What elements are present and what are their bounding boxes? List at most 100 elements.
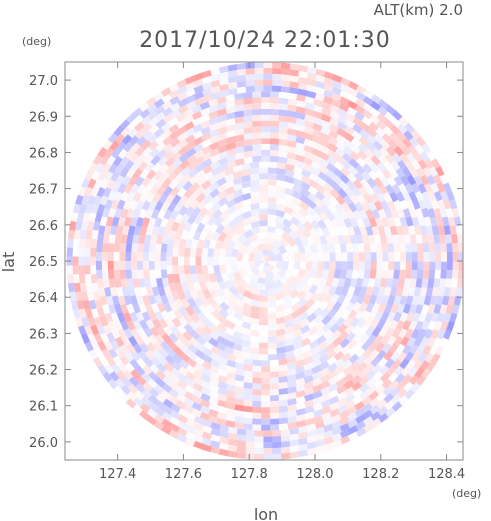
radar-cell (155, 277, 164, 288)
radar-cell (306, 447, 317, 456)
radar-cell (232, 164, 243, 173)
radar-cell (302, 227, 312, 239)
radar-cell (83, 324, 93, 336)
radar-cell (361, 402, 373, 413)
radar-cell (196, 273, 205, 284)
radar-cell (177, 221, 187, 232)
radar-cell (150, 302, 160, 314)
radar-cell (395, 138, 406, 150)
radar-cell (405, 216, 414, 228)
radar-cell (110, 339, 120, 351)
radar-cell (430, 353, 441, 365)
radar-cell (369, 318, 380, 330)
radar-cell (293, 165, 304, 175)
radar-cell (66, 246, 73, 257)
radar-cell (156, 362, 167, 374)
radar-cell (284, 169, 295, 178)
radar-cell (323, 95, 334, 105)
radar-cell (80, 332, 90, 344)
radar-cell (278, 156, 289, 164)
radar-cell (261, 132, 271, 139)
radar-cell (123, 199, 132, 210)
radar-cell (435, 166, 445, 178)
radar-cell (189, 256, 196, 266)
radar-cell (295, 136, 306, 145)
radar-cell (263, 85, 274, 92)
radar-cell (326, 156, 338, 167)
radar-cell (153, 169, 164, 181)
radar-cell (135, 294, 144, 306)
radar-cell (249, 341, 260, 349)
radar-cell (280, 452, 291, 460)
radar-cell (312, 396, 323, 406)
radar-cell (445, 278, 453, 289)
radar-cell (187, 343, 199, 355)
radar-cell (372, 371, 384, 382)
radar-cell (365, 302, 375, 314)
radar-cell (176, 324, 187, 335)
radar-cell (328, 123, 340, 134)
radar-cell (306, 66, 318, 75)
radar-cell (160, 260, 167, 270)
radar-cell (343, 194, 354, 206)
radar-cell (271, 266, 281, 277)
radar-cell (417, 328, 427, 340)
radar-cell (165, 193, 175, 205)
radar-cell (209, 323, 220, 334)
radar-cell (256, 249, 264, 258)
radar-cell (258, 185, 269, 191)
radar-cell (297, 214, 308, 225)
radar-cell (91, 281, 99, 293)
radar-cell (219, 301, 230, 312)
radar-cell (331, 74, 344, 84)
radar-cell (289, 289, 300, 300)
radar-cell (249, 179, 260, 187)
radar-cell (261, 126, 271, 133)
radar-cell (402, 208, 412, 219)
radar-cell (315, 183, 327, 195)
radar-cell (284, 181, 295, 190)
radar-cell (328, 316, 339, 327)
radar-cell (270, 261, 278, 268)
radar-cell (359, 128, 371, 140)
radar-cell (234, 291, 246, 302)
radar-cell (440, 243, 447, 253)
radar-cell (412, 359, 423, 371)
radar-cell (154, 200, 164, 212)
radar-cell (241, 186, 252, 195)
radar-cell (185, 140, 197, 151)
radar-cell (284, 243, 294, 254)
radar-cell (286, 386, 297, 394)
radar-cell (203, 171, 214, 181)
radar-cell (278, 405, 289, 413)
radar-cell (253, 436, 264, 443)
radar-cell (411, 159, 422, 171)
radar-cell (241, 204, 252, 213)
radar-cell (224, 179, 236, 189)
radar-cell (210, 345, 221, 356)
radar-cell (216, 108, 228, 117)
radar-cell (349, 317, 360, 329)
radar-cell (248, 279, 259, 289)
radar-cell (72, 307, 81, 319)
radar-cell (351, 325, 362, 336)
radar-cell (433, 320, 443, 332)
radar-cell (286, 146, 298, 154)
radar-cell (232, 330, 243, 340)
radar-cell (427, 191, 437, 203)
radar-cell (269, 365, 279, 373)
y-tick-label: 26.8 (29, 146, 58, 161)
radar-cell (101, 251, 108, 261)
radar-cell (157, 208, 167, 220)
radar-cell (274, 292, 285, 301)
radar-cell (242, 376, 253, 384)
radar-cell (207, 337, 219, 348)
radar-cell (283, 307, 294, 317)
radar-cell (336, 404, 348, 414)
radar-cell (133, 114, 145, 125)
radar-cell (86, 220, 95, 231)
radar-cell (362, 416, 374, 427)
radar-cell (272, 239, 283, 249)
radar-cell (114, 163, 125, 175)
radar-cell (135, 375, 147, 386)
